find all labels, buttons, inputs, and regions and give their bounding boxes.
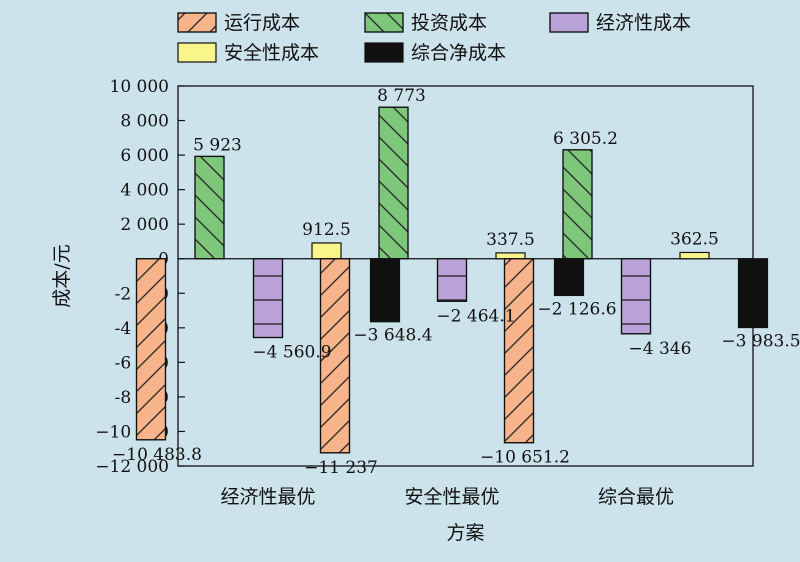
legend-label: 经济性成本 xyxy=(596,12,691,34)
bars xyxy=(135,106,769,454)
y-tick-label: 6 000 xyxy=(120,146,169,166)
y-tick-label: 10 000 xyxy=(110,77,169,97)
legend-label: 综合净成本 xyxy=(411,42,506,64)
data-label: −3 983.5 xyxy=(721,332,800,352)
legend-label: 运行成本 xyxy=(224,12,300,34)
data-label: −2 464.1 xyxy=(436,306,515,326)
legend-swatch xyxy=(364,42,404,63)
data-label: 362.5 xyxy=(670,229,719,249)
data-label: 8 773 xyxy=(377,86,426,106)
x-category-label: 综合最优 xyxy=(598,486,674,508)
legend-item: 投资成本 xyxy=(364,12,487,34)
legend-item: 安全性成本 xyxy=(177,42,319,64)
x-axis: 经济性最优 安全性最优 综合最优 xyxy=(220,486,674,508)
y-tick-label: 2 000 xyxy=(120,215,169,235)
legend-label: 投资成本 xyxy=(411,12,487,34)
x-category-label: 安全性最优 xyxy=(404,486,499,508)
y-tick-label: 8 000 xyxy=(120,112,169,132)
data-label: −4 560.9 xyxy=(252,343,331,363)
x-category-label: 经济性最优 xyxy=(220,486,315,508)
y-axis-title: 成本/元 xyxy=(51,244,73,307)
data-label: −4 346 xyxy=(629,339,692,359)
bar xyxy=(495,252,526,260)
data-label: −3 648.4 xyxy=(353,326,432,346)
legend-item: 经济性成本 xyxy=(549,12,691,34)
y-tick-label: −12 000 xyxy=(95,457,169,477)
data-labels: −10 483.8 5 923 −4 560.9 912.5 −3 648.4 −11 2… xyxy=(112,86,800,478)
legend-swatch-hatch xyxy=(177,12,217,33)
data-label: 6 305.2 xyxy=(553,129,618,149)
bar-hatch xyxy=(436,258,468,302)
legend-item: 运行成本 xyxy=(177,12,300,34)
bar-hatch xyxy=(252,258,284,339)
data-label: −10 651.2 xyxy=(480,448,570,468)
bar-hatch xyxy=(503,258,535,444)
data-label: −2 126.6 xyxy=(537,299,616,319)
legend-swatch-hatch xyxy=(549,12,589,33)
data-label: 337.5 xyxy=(486,230,535,250)
data-label: 912.5 xyxy=(302,220,351,240)
bar xyxy=(679,251,710,260)
data-label: −11 237 xyxy=(304,458,378,478)
bar-hatch xyxy=(319,258,351,454)
bar-hatch xyxy=(378,106,409,260)
data-label: 5 923 xyxy=(193,135,242,155)
legend-swatch xyxy=(177,42,217,63)
bar xyxy=(311,242,342,260)
bar-hatch xyxy=(562,149,593,260)
bar-hatch xyxy=(135,258,167,441)
data-label: −10 483.8 xyxy=(112,445,202,465)
y-tick-label: 4 000 xyxy=(120,181,169,201)
legend-item: 综合净成本 xyxy=(364,42,506,64)
legend-label: 安全性成本 xyxy=(224,42,319,64)
bar xyxy=(369,258,401,323)
x-axis-title: 方案 xyxy=(446,522,484,544)
legend-swatch-hatch xyxy=(364,12,404,33)
bar xyxy=(737,258,769,329)
bar-hatch xyxy=(194,155,225,260)
bar xyxy=(553,258,585,297)
bar-hatch xyxy=(620,258,652,335)
